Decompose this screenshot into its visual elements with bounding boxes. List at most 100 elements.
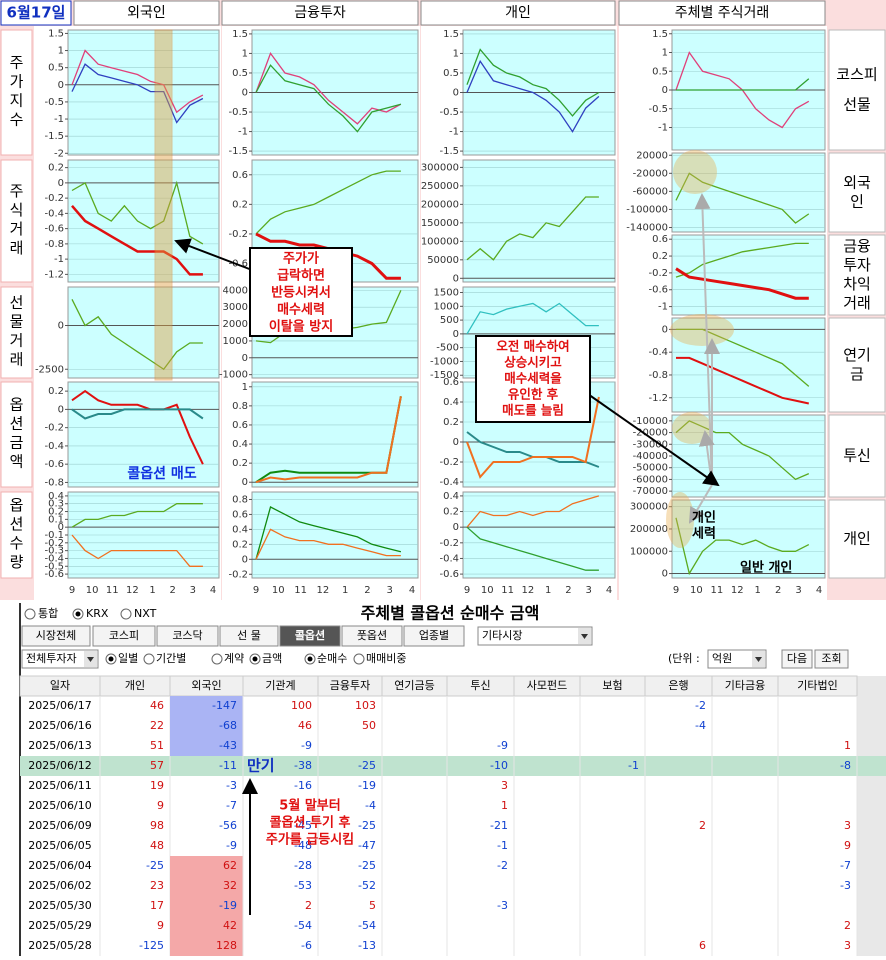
value-cell: -2 bbox=[695, 699, 706, 712]
radio-label[interactable]: 계약 bbox=[224, 651, 244, 665]
radio-label[interactable]: 금액 bbox=[262, 652, 282, 665]
x-tick-label: 4 bbox=[606, 585, 612, 596]
y-tick-label: -0.4 bbox=[44, 553, 64, 564]
y-tick-label: 0.4 bbox=[443, 491, 459, 502]
plot-bg bbox=[67, 159, 220, 283]
header-label: 개인 bbox=[125, 679, 145, 692]
dropdown-label[interactable]: 억원 bbox=[712, 652, 732, 665]
pointer-arrow bbox=[174, 238, 253, 271]
cell-highlight bbox=[170, 896, 243, 916]
y-tick-label: 1 bbox=[58, 46, 64, 57]
y-tick-label: -0.8 bbox=[44, 477, 64, 488]
series-line bbox=[255, 528, 401, 560]
tab-button[interactable] bbox=[21, 625, 91, 647]
series-line bbox=[675, 517, 810, 576]
dropdown[interactable] bbox=[707, 649, 767, 669]
note-line: 오전 매수하여 bbox=[496, 339, 569, 354]
radio-label[interactable]: 기간별 bbox=[156, 652, 186, 665]
dropdown-label[interactable]: 전체투자자 bbox=[26, 652, 77, 665]
note-line: 이탈을 방지 bbox=[269, 319, 333, 335]
cell-highlight bbox=[170, 916, 243, 936]
radio-label[interactable]: 일별 bbox=[118, 651, 138, 665]
tab-button[interactable] bbox=[341, 625, 403, 647]
y-tick-label: 1.5 bbox=[232, 29, 248, 40]
y-tick-label: -0.2 bbox=[44, 538, 64, 549]
radio-label[interactable]: KRX bbox=[86, 607, 109, 620]
series-line bbox=[466, 59, 600, 133]
dropdown[interactable] bbox=[21, 649, 99, 669]
y-tick-label: -1500 bbox=[430, 370, 459, 381]
date-cell: 2025/06/12 bbox=[28, 759, 91, 772]
row-label: 주가지수 bbox=[7, 55, 25, 131]
tab-button[interactable] bbox=[92, 625, 156, 647]
radio[interactable] bbox=[211, 653, 223, 665]
y-tick-label: -1.5 bbox=[439, 146, 459, 157]
y-tick-label: -0.2 bbox=[648, 268, 668, 279]
value-cell: 46 bbox=[298, 719, 312, 732]
radio-label[interactable]: 순매수 bbox=[317, 652, 347, 665]
note-line: 매도를 늘림 bbox=[502, 403, 564, 418]
note-line: 반등시켜서 bbox=[271, 285, 331, 301]
value-cell: -4 bbox=[695, 719, 706, 732]
row-label: 옵션수량 bbox=[7, 497, 25, 573]
button-label[interactable]: 다음 bbox=[787, 652, 807, 665]
header-label: 사모펀드 bbox=[527, 679, 567, 692]
tab-button-label[interactable]: 시장전체 bbox=[36, 629, 76, 642]
y-tick-label: -0.3 bbox=[44, 546, 64, 557]
dropdown[interactable] bbox=[477, 626, 593, 646]
y-tick-label: -0.2 bbox=[228, 569, 248, 580]
radio[interactable] bbox=[353, 653, 365, 665]
tab-button-label[interactable]: 코스피 bbox=[109, 629, 139, 642]
radio-dot bbox=[252, 656, 258, 662]
value-cell: -28 bbox=[294, 859, 312, 872]
highlight-circle bbox=[670, 314, 734, 346]
dropdown-label[interactable]: 기타시장 bbox=[482, 629, 522, 642]
tab-button-label[interactable]: 업종별 bbox=[419, 629, 449, 642]
button[interactable] bbox=[781, 649, 813, 669]
highlight-circle bbox=[673, 150, 717, 194]
x-tick-label: 2 bbox=[364, 585, 370, 596]
value-cell: -25 bbox=[358, 759, 376, 772]
y-tick-label: 0 bbox=[453, 522, 459, 533]
row-label-box bbox=[0, 491, 33, 579]
radio-label[interactable]: 매매비중 bbox=[366, 652, 406, 665]
value-cell: 128 bbox=[216, 939, 237, 952]
note-line: 주가를 급등시킴 bbox=[266, 833, 354, 848]
radio[interactable] bbox=[24, 608, 36, 620]
value-cell: 98 bbox=[150, 819, 164, 832]
y-tick-label: 0.5 bbox=[652, 66, 668, 77]
y-tick-label: -0.2 bbox=[44, 193, 64, 204]
y-tick-label: 1 bbox=[242, 382, 248, 393]
y-tick-label: 0.5 bbox=[443, 68, 459, 79]
cell-highlight bbox=[170, 936, 243, 956]
value-cell: 2 bbox=[305, 899, 312, 912]
tab-button[interactable] bbox=[156, 625, 219, 647]
value-cell: 103 bbox=[355, 699, 376, 712]
button[interactable] bbox=[814, 649, 849, 669]
y-tick-label: 0 bbox=[453, 329, 459, 340]
series-line bbox=[466, 302, 599, 335]
value-cell: -11 bbox=[219, 759, 237, 772]
value-cell: 2 bbox=[699, 819, 706, 832]
y-tick-label: 50000 bbox=[427, 255, 459, 266]
tab-button[interactable] bbox=[279, 625, 341, 647]
tab-button-label[interactable]: 선 물 bbox=[237, 629, 261, 642]
tab-button-label[interactable]: 풋옵션 bbox=[357, 629, 387, 642]
tab-button-label[interactable]: 콜옵션 bbox=[295, 629, 325, 642]
y-tick-label: -1 bbox=[658, 123, 668, 134]
radio[interactable] bbox=[143, 653, 155, 665]
series-line bbox=[71, 49, 204, 114]
y-tick-label: 300000 bbox=[630, 502, 668, 513]
radio-dot bbox=[108, 656, 114, 662]
radio-label[interactable]: NXT bbox=[134, 607, 157, 620]
dropdown-arrow bbox=[87, 657, 94, 662]
radio-label[interactable]: 통합 bbox=[38, 607, 58, 620]
y-tick-label: -10000 bbox=[633, 416, 668, 427]
tab-button[interactable] bbox=[403, 625, 465, 647]
y-tick-label: 0.5 bbox=[48, 63, 64, 74]
x-tick-label: 4 bbox=[816, 585, 822, 596]
radio[interactable] bbox=[120, 608, 132, 620]
tab-button[interactable] bbox=[219, 625, 279, 647]
tab-button-label[interactable]: 코스닥 bbox=[172, 629, 202, 642]
button-label[interactable]: 조회 bbox=[821, 652, 841, 665]
